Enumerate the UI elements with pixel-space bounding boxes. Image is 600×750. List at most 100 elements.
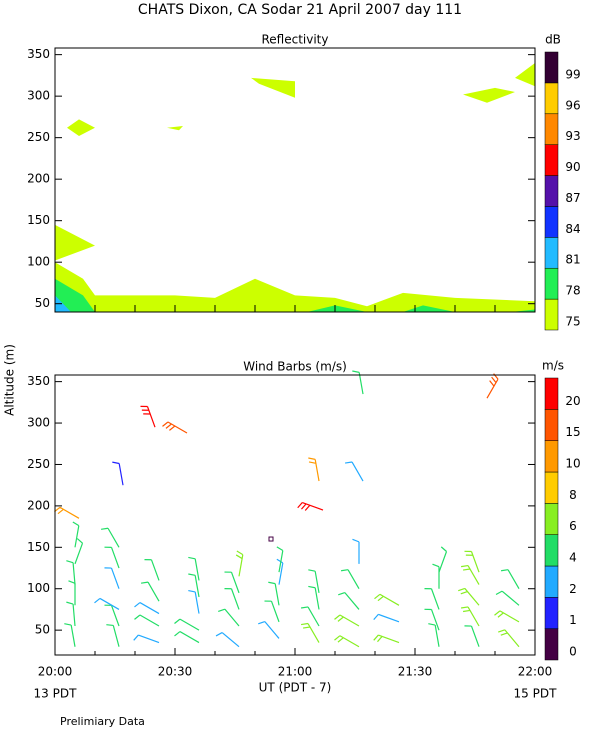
wind-barb bbox=[224, 588, 240, 610]
panel-title: Wind Barbs (m/s) bbox=[243, 360, 347, 374]
wind-barb bbox=[300, 622, 320, 643]
wind-barb bbox=[264, 600, 280, 623]
colorbar-swatch bbox=[544, 534, 559, 567]
reflectivity-region bbox=[515, 62, 535, 87]
wind-barb bbox=[268, 536, 274, 542]
wind-barb bbox=[74, 538, 84, 565]
wind-barb bbox=[162, 421, 188, 434]
colorbar-label: 84 bbox=[565, 222, 580, 236]
reflectivity-region bbox=[55, 262, 535, 312]
wind-barb bbox=[352, 538, 360, 564]
page-title: CHATS Dixon, CA Sodar 21 April 2007 day … bbox=[138, 2, 462, 18]
reflectivity-region bbox=[403, 305, 455, 312]
wind-barb bbox=[188, 589, 200, 614]
wind-barb bbox=[106, 624, 120, 647]
colorbar-swatch bbox=[544, 175, 559, 207]
wind-barb bbox=[460, 564, 480, 585]
wind-barb bbox=[134, 602, 160, 615]
colorbar-label: 1 bbox=[569, 613, 577, 627]
colorbar-swatch bbox=[544, 144, 559, 176]
y-tick-label: 350 bbox=[27, 374, 50, 388]
colorbar-swatch bbox=[544, 377, 559, 410]
wind-barb bbox=[68, 580, 76, 606]
colorbar-label: 2 bbox=[569, 582, 577, 596]
wind-barb bbox=[276, 546, 284, 573]
y-tick-label: 350 bbox=[27, 47, 50, 61]
wind-barb bbox=[334, 614, 360, 627]
x-tick-label: 20:30 bbox=[158, 665, 193, 679]
colorbar-swatch bbox=[544, 628, 559, 661]
colorbar-swatch bbox=[544, 82, 559, 115]
colorbar-label: 78 bbox=[565, 284, 580, 298]
x-axis-label: UT (PDT - 7) bbox=[259, 681, 332, 695]
reflectivity-region bbox=[55, 278, 95, 312]
wind-barb bbox=[276, 558, 284, 585]
wind-barb bbox=[300, 606, 320, 627]
wind-barb bbox=[464, 550, 480, 573]
colorbar-swatch bbox=[544, 440, 559, 473]
wind-barb bbox=[297, 501, 324, 511]
wind-barb bbox=[460, 606, 480, 627]
reflectivity-region bbox=[307, 305, 367, 312]
wind-barb bbox=[144, 559, 160, 581]
reflectivity-region bbox=[55, 224, 95, 261]
plot-frame bbox=[54, 374, 536, 656]
wind-barb bbox=[224, 571, 240, 594]
wind-barb bbox=[66, 601, 76, 627]
wind-barb bbox=[308, 569, 320, 593]
colorbar-swatch bbox=[544, 267, 559, 300]
colorbar-swatch bbox=[544, 113, 559, 145]
y-axis-label: Altitude (m) bbox=[3, 344, 17, 416]
reflectivity-region bbox=[67, 119, 95, 136]
wind-barb bbox=[334, 635, 360, 648]
y-tick-label: 50 bbox=[35, 623, 50, 637]
wind-barb bbox=[344, 461, 364, 482]
right-note: 15 PDT bbox=[514, 687, 558, 701]
colorbar-label: 81 bbox=[565, 253, 580, 267]
left-note: 13 PDT bbox=[34, 687, 78, 701]
colorbar-label: 4 bbox=[569, 551, 577, 565]
y-tick-label: 250 bbox=[27, 130, 50, 144]
footer-note: Prelimiary Data bbox=[60, 715, 145, 728]
y-tick-label: 250 bbox=[27, 457, 50, 471]
wind-barb bbox=[140, 581, 160, 602]
wind-barb bbox=[438, 546, 448, 573]
colorbar-swatch bbox=[544, 503, 559, 535]
colorbar-swatch bbox=[544, 409, 559, 441]
wind-barb bbox=[373, 634, 400, 644]
wind-barb bbox=[133, 634, 160, 644]
colorbar-label: 20 bbox=[565, 394, 580, 408]
colorbar-label: 0 bbox=[569, 645, 577, 659]
wind-barb bbox=[498, 629, 520, 648]
colorbar-swatch bbox=[544, 298, 559, 331]
reflectivity-region bbox=[251, 77, 295, 98]
wind-barb bbox=[188, 556, 200, 581]
reflectivity-region bbox=[167, 126, 183, 131]
x-tick-label: 21:00 bbox=[278, 665, 313, 679]
wind-barb bbox=[104, 604, 120, 627]
colorbar-label: 93 bbox=[565, 129, 580, 143]
colorbar-unit: m/s bbox=[542, 359, 564, 373]
reflectivity-region bbox=[511, 309, 535, 312]
panel-title: Reflectivity bbox=[261, 33, 328, 47]
reflectivity-region bbox=[55, 295, 71, 312]
wind-barb bbox=[352, 370, 364, 395]
wind-barb bbox=[464, 625, 480, 647]
wind-barb bbox=[100, 527, 120, 548]
y-tick-label: 150 bbox=[27, 540, 50, 554]
wind-barb bbox=[258, 621, 280, 639]
wind-barb bbox=[486, 373, 499, 399]
wind-barb bbox=[174, 631, 200, 644]
colorbar-label: 90 bbox=[565, 160, 580, 174]
colorbar-swatch bbox=[544, 206, 559, 238]
wind-barb bbox=[66, 560, 76, 585]
wind-barb bbox=[235, 550, 244, 577]
wind-barb bbox=[494, 610, 520, 623]
wind-barb bbox=[458, 587, 480, 606]
wind-barb bbox=[188, 573, 200, 598]
y-tick-label: 300 bbox=[27, 89, 50, 103]
colorbar-swatch bbox=[544, 237, 559, 269]
x-tick-label: 22:00 bbox=[518, 665, 553, 679]
x-tick-label: 21:30 bbox=[398, 665, 433, 679]
